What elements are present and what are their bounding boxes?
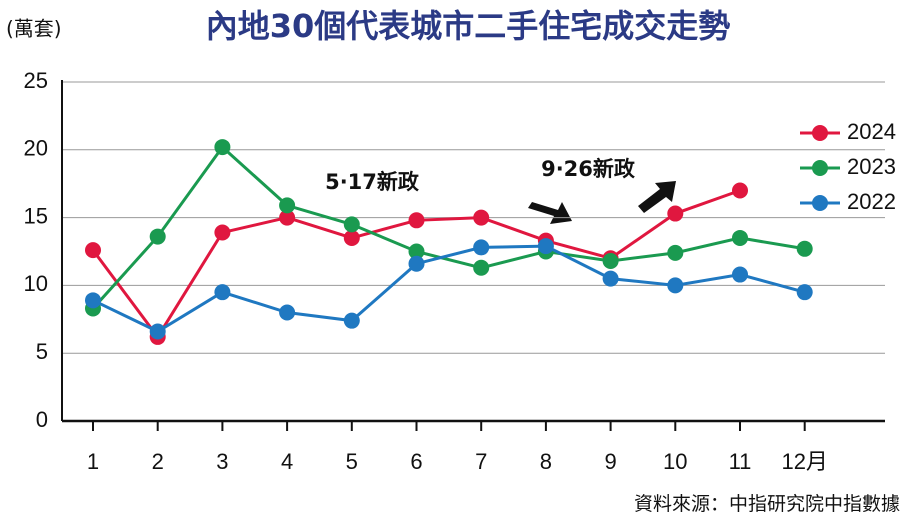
data-point [667,244,684,261]
x-tick-label: 3 [216,449,228,474]
data-point [473,259,490,276]
data-point [732,266,748,283]
data-point [343,216,360,233]
data-point [343,229,360,246]
data-point [602,252,619,269]
data-point [408,243,425,260]
source: 資料來源：中指研究院中指數據 [634,493,900,515]
arrow [528,202,572,224]
legend-marker [812,125,828,141]
y-tick-label: 10 [24,271,48,296]
data-point [473,209,490,226]
annotation: 9·26新政 [541,157,636,181]
series-line [91,144,805,310]
data-point [279,304,296,321]
legend-marker [812,195,828,211]
data-point [667,205,684,222]
arrow [638,181,676,213]
x-tick-label: 8 [540,449,552,474]
data-point [343,312,360,329]
data-point [732,182,748,199]
data-point [796,284,813,301]
legend-label: 2022 [847,189,896,214]
data-point [214,224,231,241]
y-tick-label: 0 [36,407,48,432]
data-point [85,242,101,259]
data-point [667,277,684,294]
data-point [279,209,296,226]
annotation: 5·17新政 [325,170,420,194]
x-tick-label: 5 [346,449,358,474]
data-point [602,270,619,287]
series-line [92,244,806,334]
x-tick-label: 6 [410,449,422,474]
data-point [149,228,166,245]
data-point [279,197,296,214]
data-point [214,139,231,156]
x-tick-label: 7 [475,449,487,474]
data-point [473,239,490,256]
x-tick-label: 2 [152,449,164,474]
data-point [85,292,101,309]
y-tick-label: 5 [36,339,48,364]
data-point [408,255,425,272]
data-point [149,323,166,340]
x-tick-label: 12月 [781,449,827,474]
data-point [408,212,425,229]
x-tick-label: 9 [604,449,616,474]
legend-label: 2023 [847,154,896,179]
y-tick-label: 15 [24,203,48,228]
y-tick-label: 20 [24,136,48,161]
x-tick-label: 4 [281,449,293,474]
x-tick-label: 1 [87,449,99,474]
legend-label: 2024 [847,119,896,144]
x-tick-label: 10 [663,449,687,474]
unit-label: (萬套) [6,17,62,41]
data-point [214,284,231,301]
y-tick-label: 25 [24,68,48,93]
chart-title: 內地30個代表城市二手住宅成交走勢 [206,7,731,45]
data-point [537,238,554,255]
data-point [796,240,813,257]
x-tick-label: 11 [729,449,752,474]
legend-marker [812,160,828,176]
data-point [732,229,748,246]
